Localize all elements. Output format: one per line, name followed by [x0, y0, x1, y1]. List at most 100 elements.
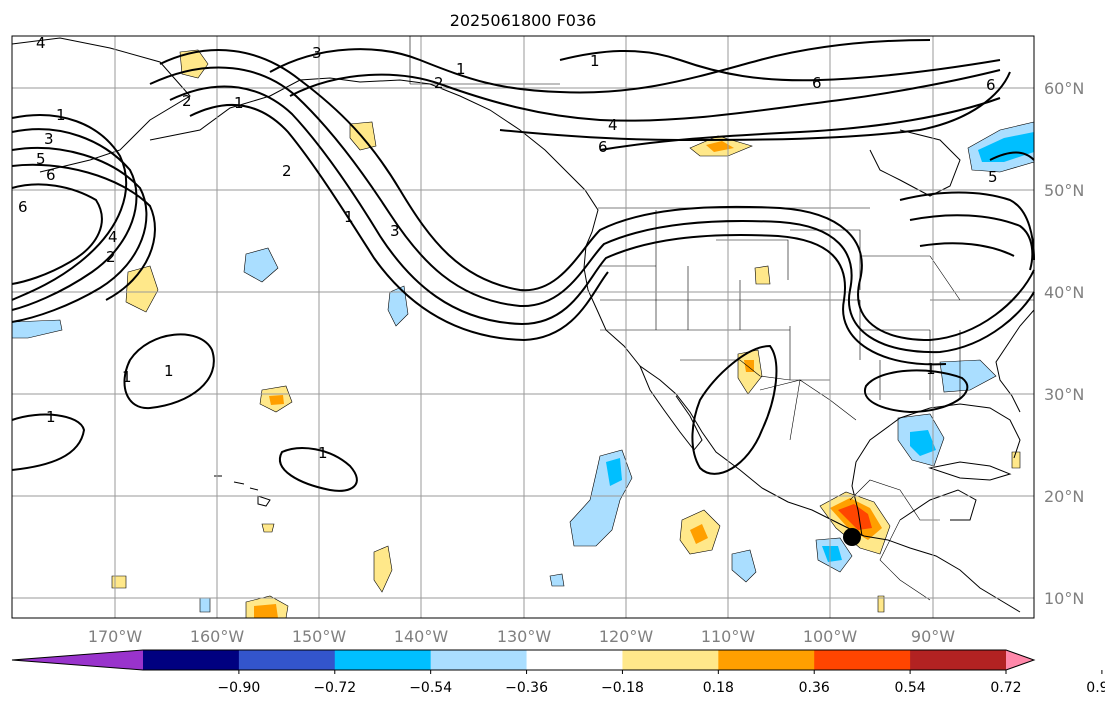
contour-line — [599, 97, 1001, 151]
contour-line — [11, 128, 138, 311]
contour-label: 1 — [318, 444, 328, 462]
contour-label: 1 — [926, 360, 936, 378]
lat-tick-label: 30°N — [1044, 385, 1084, 404]
colorbar-tick-label: −0.36 — [505, 680, 548, 696]
colorbar-segment — [430, 650, 528, 670]
contour-label: 4 — [36, 34, 46, 52]
negative-anomaly-region — [199, 597, 211, 613]
lat-tick-label: 20°N — [1044, 487, 1084, 506]
colorbar: −0.90 −0.72 −0.54 −0.36 −0.18 0.18 0.36 0.54 0.7… — [11, 649, 1105, 696]
colorbar-tick-label: 0.90 — [1086, 680, 1105, 696]
negative-anomaly-region — [910, 430, 936, 456]
contour-line — [269, 39, 931, 94]
storm-position-marker — [843, 528, 861, 546]
map-frame — [11, 35, 1035, 619]
coastline-east — [995, 309, 1035, 413]
colorbar-tick-label: −0.54 — [409, 680, 452, 696]
positive-anomaly-region — [877, 595, 885, 613]
contour-label: 3 — [312, 44, 322, 62]
coastline-cuba — [928, 461, 1012, 481]
contour-label: 4 — [108, 228, 118, 246]
lon-tick-label: 160°W — [190, 627, 245, 646]
contour-line — [11, 163, 156, 301]
political-borders — [409, 36, 1034, 601]
positive-anomaly-region — [838, 504, 872, 530]
colorbar-segment — [238, 650, 336, 670]
contour-label: 5 — [988, 168, 998, 186]
contour-label: 2 — [434, 74, 444, 92]
colorbar-tick-label: 0.72 — [990, 680, 1021, 696]
contour-label: 6 — [812, 74, 822, 92]
negative-anomaly-region — [822, 546, 842, 562]
positive-anomaly-region — [754, 265, 771, 285]
lon-tick-label: 90°W — [911, 627, 955, 646]
contour-label: 1 — [590, 52, 600, 70]
map-gridlines — [12, 36, 1034, 618]
contour-line — [11, 114, 128, 301]
contour-label: 4 — [608, 116, 618, 134]
colorbar-segment — [334, 650, 432, 670]
contour-label: 1 — [46, 408, 56, 426]
negative-anomaly-region — [939, 359, 997, 393]
negative-anomaly-region — [978, 132, 1034, 162]
negative-anomaly-region — [606, 458, 622, 486]
lat-tick-label: 50°N — [1044, 181, 1084, 200]
colorbar-segment — [718, 650, 815, 670]
colorbar-outline — [11, 649, 1036, 671]
lat-tick-label: 40°N — [1044, 283, 1084, 302]
lon-tick-label: 140°W — [394, 627, 449, 646]
contour-line — [11, 413, 86, 471]
contour-line — [169, 85, 947, 366]
contour-label: 3 — [44, 130, 54, 148]
contour-label: 1 — [234, 94, 244, 112]
lon-tick-label: 120°W — [599, 627, 654, 646]
lat-tick-label: 60°N — [1044, 79, 1084, 98]
contour-label: 6 — [986, 76, 996, 94]
colorbar-segment — [622, 650, 719, 670]
contour-line — [159, 49, 1035, 342]
lon-tick-label: 150°W — [292, 627, 347, 646]
negative-anomaly-region — [243, 247, 279, 283]
contour-line — [691, 344, 778, 475]
contour-line — [899, 191, 1035, 261]
colorbar-tick-label: −0.18 — [601, 680, 644, 696]
lon-tick-label: 130°W — [497, 627, 552, 646]
colorbar-segment — [143, 650, 240, 670]
contour-label: 6 — [18, 198, 28, 216]
colorbar-segment — [814, 650, 911, 670]
positive-anomaly-region — [706, 141, 734, 152]
lon-tick-label: 170°W — [88, 627, 143, 646]
positive-anomaly-region — [1011, 451, 1021, 469]
contour-label: 1 — [56, 106, 66, 124]
coastline-alaska — [11, 37, 599, 247]
colorbar-tick-label: 0.36 — [799, 680, 830, 696]
positive-anomaly-region — [349, 121, 377, 151]
colorbar-tick-label: −0.90 — [217, 680, 260, 696]
contour-labels: 4 3 2 1 1 1 2 4 6 6 1 3 5 6 6 4 2 2 1 3 … — [18, 34, 998, 462]
contour-line — [11, 146, 148, 323]
contour-label: 1 — [164, 362, 174, 380]
positive-anomaly-region — [373, 545, 393, 593]
contour-label: 1 — [456, 60, 466, 78]
coastline-gulf — [851, 403, 1021, 537]
contour-lines — [11, 39, 1035, 492]
coastline-hawaii — [214, 475, 271, 507]
contour-label: 6 — [598, 138, 608, 156]
contour-label: 1 — [344, 208, 354, 226]
colorbar-segment — [910, 650, 1007, 670]
contour-label: 2 — [106, 248, 116, 266]
latitude-axis: 60°N 50°N 40°N 30°N 20°N 10°N — [1044, 79, 1084, 608]
colorbar-tick-label: 0.54 — [895, 680, 926, 696]
colorbar-extend-min — [12, 650, 143, 670]
contour-line — [11, 183, 103, 285]
positive-anomaly-region — [269, 395, 284, 405]
contour-label: 1 — [122, 368, 132, 386]
longitude-axis: 170°W 160°W 150°W 140°W 130°W 120°W 110°… — [88, 627, 955, 646]
lat-tick-label: 10°N — [1044, 589, 1084, 608]
filled-anomalies — [11, 49, 1035, 619]
colorbar-extend-max — [1006, 650, 1034, 670]
contour-line — [289, 69, 1001, 122]
contour-line — [123, 333, 215, 410]
contour-line — [149, 66, 1035, 354]
